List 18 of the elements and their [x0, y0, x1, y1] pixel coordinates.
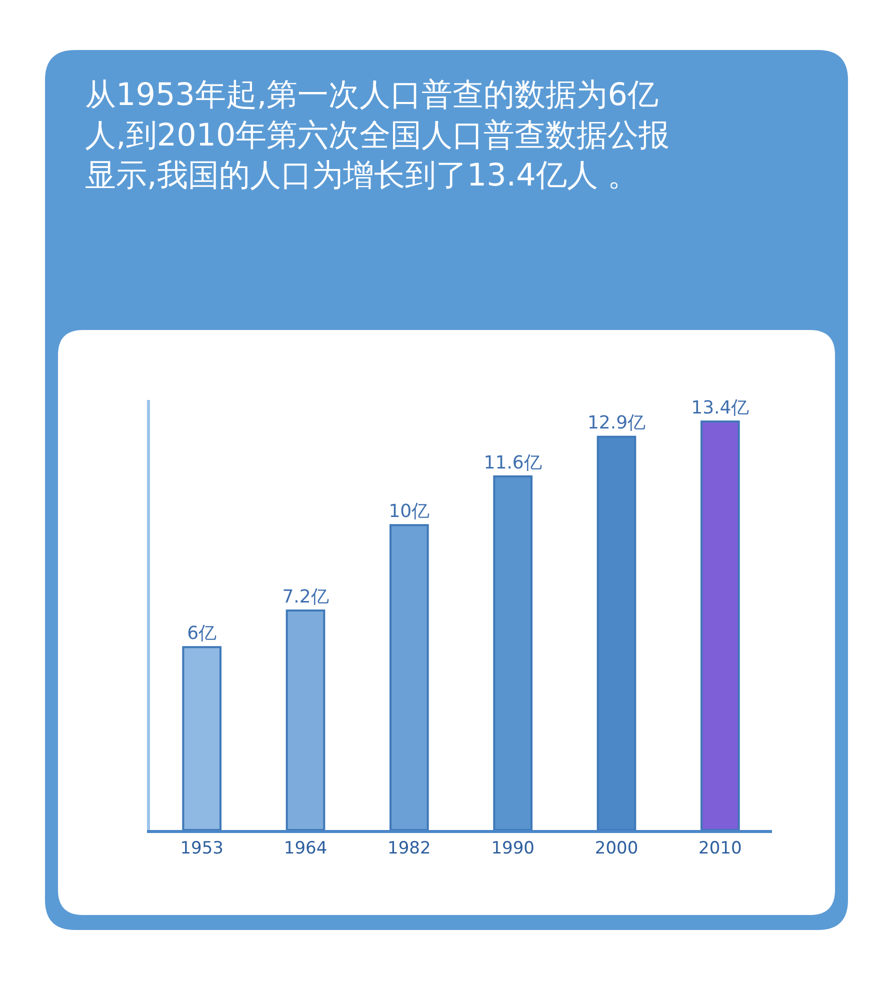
- x-tick-label: 1953: [180, 838, 224, 858]
- data-label: 12.9亿: [587, 412, 646, 434]
- x-tick-label: 1990: [491, 838, 534, 858]
- data-label: 10亿: [388, 501, 430, 522]
- bar: [493, 475, 532, 830]
- chart-title: 从1953年起,第一次人口普查的数据为6亿人,到2010年第六次全国人口普查数据公报显示,我国的人口为增长到了13.4亿人 。: [85, 77, 670, 194]
- x-tick-label: 2000: [594, 838, 638, 858]
- data-label: 6亿: [187, 623, 217, 644]
- x-tick-label: 1982: [388, 838, 431, 858]
- bar: [182, 646, 222, 830]
- bar: [700, 420, 740, 830]
- data-label: 11.6亿: [484, 452, 542, 474]
- x-tick-label: 1964: [284, 838, 328, 858]
- bar: [286, 610, 326, 830]
- x-tick-label: 2010: [698, 838, 742, 858]
- bar: [390, 524, 429, 830]
- data-label: 7.2亿: [282, 586, 329, 608]
- data-label: 13.4亿: [691, 398, 750, 418]
